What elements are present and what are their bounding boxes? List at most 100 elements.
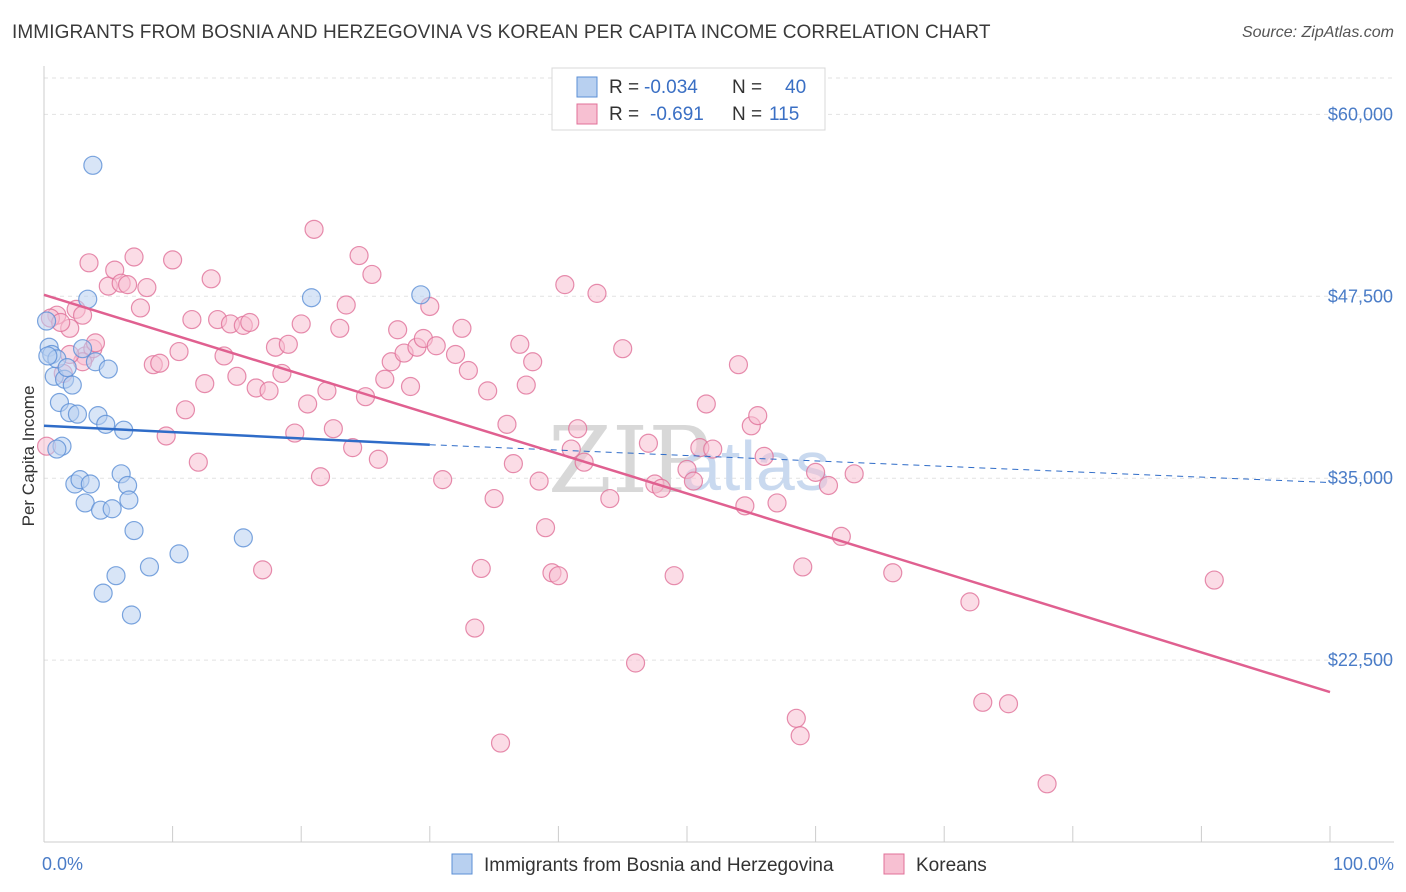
koreans-point-52 <box>368 449 388 469</box>
bosnia-point-38 <box>38 346 58 366</box>
bosnia-trend-extension <box>429 444 1331 484</box>
koreans-point-109 <box>844 464 864 484</box>
koreans-point-51 <box>362 264 382 285</box>
legend-swatch-koreans <box>576 103 598 125</box>
koreans-point-69 <box>484 488 504 509</box>
koreans-point-86 <box>613 339 633 359</box>
koreans-point-18 <box>150 353 170 373</box>
bosnia-point-25 <box>102 499 122 519</box>
bosnia-point-33 <box>139 557 160 577</box>
legend-r-value-koreans: -0.691 <box>650 104 704 125</box>
legend-n-label-bosnia: N = <box>732 77 762 98</box>
koreans-point-87 <box>625 653 646 673</box>
koreans-point-82 <box>568 419 588 439</box>
y-tick-label-2: $47,500 <box>1328 286 1393 306</box>
koreans-point-76 <box>529 471 549 491</box>
legend: R = -0.034 N = 40 R = -0.691 N = 115 <box>551 67 826 131</box>
koreans-point-32 <box>240 312 260 333</box>
gridlines <box>44 77 1394 661</box>
koreans-point-84 <box>587 283 607 303</box>
koreans-point-64 <box>452 318 472 338</box>
legend-n-label-koreans: N = <box>732 104 762 125</box>
koreans-point-97 <box>728 355 749 375</box>
koreans-point-104 <box>790 726 810 746</box>
koreans-point-19 <box>156 426 176 446</box>
koreans-point-14 <box>124 247 144 267</box>
koreans-point-85 <box>600 488 620 509</box>
bosnia-point-22 <box>93 583 113 603</box>
y-tick-label-3: $60,000 <box>1328 104 1393 124</box>
koreans-point-71 <box>497 414 517 434</box>
koreans-point-42 <box>304 219 324 239</box>
bosnia-trend-line <box>43 424 430 446</box>
bosnia-point-31 <box>121 605 142 625</box>
koreans-point-73 <box>510 334 530 354</box>
koreans-point-24 <box>188 452 208 472</box>
trend-lines <box>43 293 1331 694</box>
koreans-point-65 <box>458 360 478 381</box>
legend-n-value-koreans: 115 <box>769 104 799 125</box>
x-tick-label-0: 0.0% <box>42 854 83 874</box>
koreans-point-62 <box>433 470 453 490</box>
watermark-atlas: atlas <box>682 427 830 505</box>
legend-r-label-bosnia: R = <box>609 77 639 98</box>
koreans-point-110 <box>883 563 903 583</box>
y-axis-title: Per Capita Income <box>19 386 38 527</box>
bosnia-point-36 <box>301 288 322 308</box>
koreans-point-34 <box>253 560 273 580</box>
legend-swatch-bosnia <box>576 76 598 98</box>
koreans-point-93 <box>683 471 704 491</box>
koreans-point-23 <box>182 309 202 330</box>
koreans-point-107 <box>818 475 839 496</box>
koreans-point-25 <box>195 374 215 394</box>
koreans-point-100 <box>748 406 768 426</box>
bosnia-point-24 <box>98 359 118 379</box>
koreans-point-45 <box>323 419 343 439</box>
koreans-point-74 <box>516 375 536 395</box>
koreans-point-106 <box>805 462 826 482</box>
bosnia-point-30 <box>119 490 139 510</box>
koreans-point-95 <box>696 394 716 414</box>
bosnia-point-15 <box>75 493 95 513</box>
koreans-point-15 <box>130 298 151 318</box>
koreans-point-47 <box>336 295 356 315</box>
chart-title: IMMIGRANTS FROM BOSNIA AND HERZEGOVINA V… <box>12 22 991 43</box>
y-tick-label-0: $22,500 <box>1328 650 1393 670</box>
chart-source: Source: ZipAtlas.com <box>1241 24 1394 41</box>
koreans-point-112 <box>973 692 993 712</box>
koreans-point-63 <box>445 344 466 365</box>
bosnia-point-37 <box>411 285 431 305</box>
bosnia-point-23 <box>96 414 116 434</box>
bottom-legend-swatch-koreans <box>883 853 905 875</box>
koreans-point-114 <box>1037 774 1057 794</box>
bosnia-point-18 <box>83 155 103 175</box>
koreans-point-91 <box>664 566 684 586</box>
bosnia-point-0 <box>36 311 57 331</box>
koreans-point-75 <box>523 352 543 372</box>
bosnia-point-17 <box>80 474 100 494</box>
koreans-point-43 <box>310 467 331 487</box>
koreans-point-55 <box>388 320 408 340</box>
bosnia-point-12 <box>67 404 88 424</box>
koreans-point-103 <box>786 708 806 728</box>
koreans-point-20 <box>163 250 183 270</box>
koreans-point-41 <box>298 394 318 414</box>
bosnia-point-34 <box>169 544 189 564</box>
koreans-point-16 <box>137 277 157 298</box>
bosnia-point-32 <box>124 520 144 541</box>
koreans-point-79 <box>548 566 569 586</box>
bottom-legend-swatch-bosnia <box>451 853 473 875</box>
koreans-point-61 <box>426 336 446 356</box>
legend-r-value-bosnia: -0.034 <box>644 77 698 98</box>
koreans-point-68 <box>478 381 498 401</box>
koreans-point-70 <box>490 733 511 753</box>
bosnia-point-35 <box>233 528 253 548</box>
bosnia-point-14 <box>72 339 93 359</box>
legend-r-label-koreans: R = <box>609 104 639 125</box>
koreans-point-101 <box>754 446 774 466</box>
koreans-point-21 <box>169 341 189 362</box>
koreans-trend-line <box>43 293 1331 694</box>
koreans-point-67 <box>471 558 491 579</box>
koreans-point-30 <box>227 366 247 386</box>
